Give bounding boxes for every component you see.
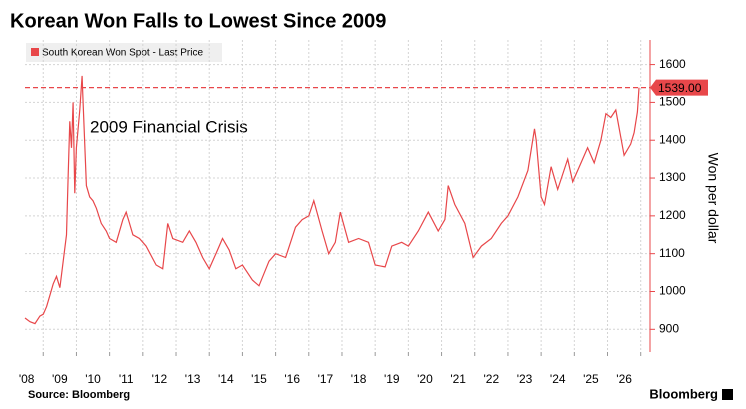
x-tick-label: '16 xyxy=(284,372,300,386)
y-tick-label: 1200 xyxy=(659,208,686,222)
x-tick-label: '20 xyxy=(417,372,433,386)
value-tag-label: 1539.00 xyxy=(658,81,702,95)
x-tick-label: '23 xyxy=(517,372,533,386)
y-tick-label: 1100 xyxy=(659,246,685,260)
source: Source: Bloomberg xyxy=(28,389,130,401)
x-tick-label: '21 xyxy=(450,372,466,386)
y-tick-label: 1500 xyxy=(659,95,686,109)
x-tick-label: '18 xyxy=(351,372,367,386)
line xyxy=(24,75,640,325)
x-tick-label: '22 xyxy=(484,372,500,386)
x-tick-label: '10 xyxy=(85,372,101,386)
x-tick-label: '25 xyxy=(583,372,599,386)
brand: Bloomberg xyxy=(649,386,718,401)
x-tick-label: '14 xyxy=(218,372,234,386)
legend-box xyxy=(26,43,222,62)
annotation: 2009 Financial Crisis xyxy=(90,117,248,136)
x-tick-label: '09 xyxy=(52,372,68,386)
y-tick-label: 1400 xyxy=(659,132,686,146)
x-tick-label: '15 xyxy=(251,372,267,386)
legend-swatch xyxy=(31,48,39,56)
y-axis-label: Won per dollar xyxy=(705,153,721,244)
x-tick-label: '26 xyxy=(616,372,632,386)
legend: South Korean Won Spot - Last Price xyxy=(26,43,222,62)
x-tick-label: '13 xyxy=(185,372,201,386)
chart-title: Korean Won Falls to Lowest Since 2009 xyxy=(10,10,386,32)
grid xyxy=(25,40,650,352)
legend-label: South Korean Won Spot - Last Price xyxy=(42,48,203,59)
y-tick-label: 1600 xyxy=(659,57,686,71)
x-tick-label: '11 xyxy=(119,372,134,386)
y-tick-label: 1300 xyxy=(659,170,686,184)
x-tick-label: '24 xyxy=(550,372,566,386)
x-tick-label: '12 xyxy=(152,372,168,386)
value-tag xyxy=(650,79,708,96)
y-tick-label: 1000 xyxy=(659,284,686,298)
x-tick-label: '17 xyxy=(318,372,334,386)
x-tick-label: '08 xyxy=(19,372,35,386)
brand-icon xyxy=(722,389,733,400)
y-tick-label: 900 xyxy=(659,321,679,335)
x-tick-label: '19 xyxy=(384,372,400,386)
